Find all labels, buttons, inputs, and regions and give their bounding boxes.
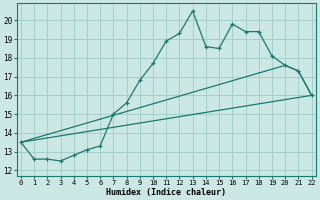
X-axis label: Humidex (Indice chaleur): Humidex (Indice chaleur) [106,188,226,197]
